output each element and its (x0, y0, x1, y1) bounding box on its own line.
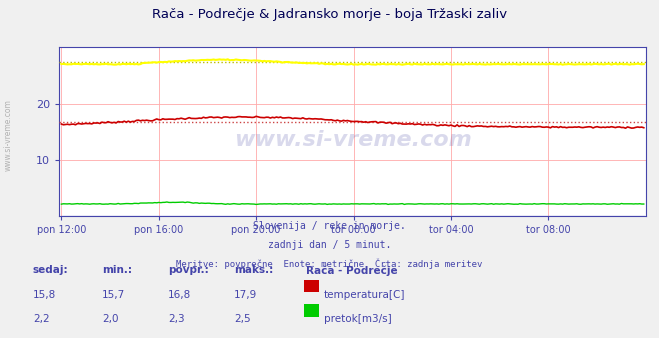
Text: www.si-vreme.com: www.si-vreme.com (234, 130, 471, 150)
Text: 15,8: 15,8 (33, 290, 56, 300)
Text: 16,8: 16,8 (168, 290, 191, 300)
Text: Rača - Podrečje: Rača - Podrečje (306, 265, 398, 276)
Text: zadnji dan / 5 minut.: zadnji dan / 5 minut. (268, 240, 391, 250)
Text: maks.:: maks.: (234, 265, 273, 275)
Text: 15,7: 15,7 (102, 290, 125, 300)
Text: pretok[m3/s]: pretok[m3/s] (324, 314, 391, 324)
Text: 2,3: 2,3 (168, 314, 185, 324)
Text: Slovenija / reke in morje.: Slovenija / reke in morje. (253, 221, 406, 232)
Text: sedaj:: sedaj: (33, 265, 69, 275)
Text: Meritve: povprečne  Enote: metrične  Črta: zadnja meritev: Meritve: povprečne Enote: metrične Črta:… (177, 259, 482, 269)
Text: temperatura[C]: temperatura[C] (324, 290, 405, 300)
Text: 17,9: 17,9 (234, 290, 257, 300)
Text: 2,5: 2,5 (234, 314, 250, 324)
Text: povpr.:: povpr.: (168, 265, 209, 275)
Text: min.:: min.: (102, 265, 132, 275)
Text: 2,2: 2,2 (33, 314, 49, 324)
Text: www.si-vreme.com: www.si-vreme.com (3, 99, 13, 171)
Text: 2,0: 2,0 (102, 314, 119, 324)
Text: Rača - Podrečje & Jadransko morje - boja Tržaski zaliv: Rača - Podrečje & Jadransko morje - boja… (152, 8, 507, 21)
